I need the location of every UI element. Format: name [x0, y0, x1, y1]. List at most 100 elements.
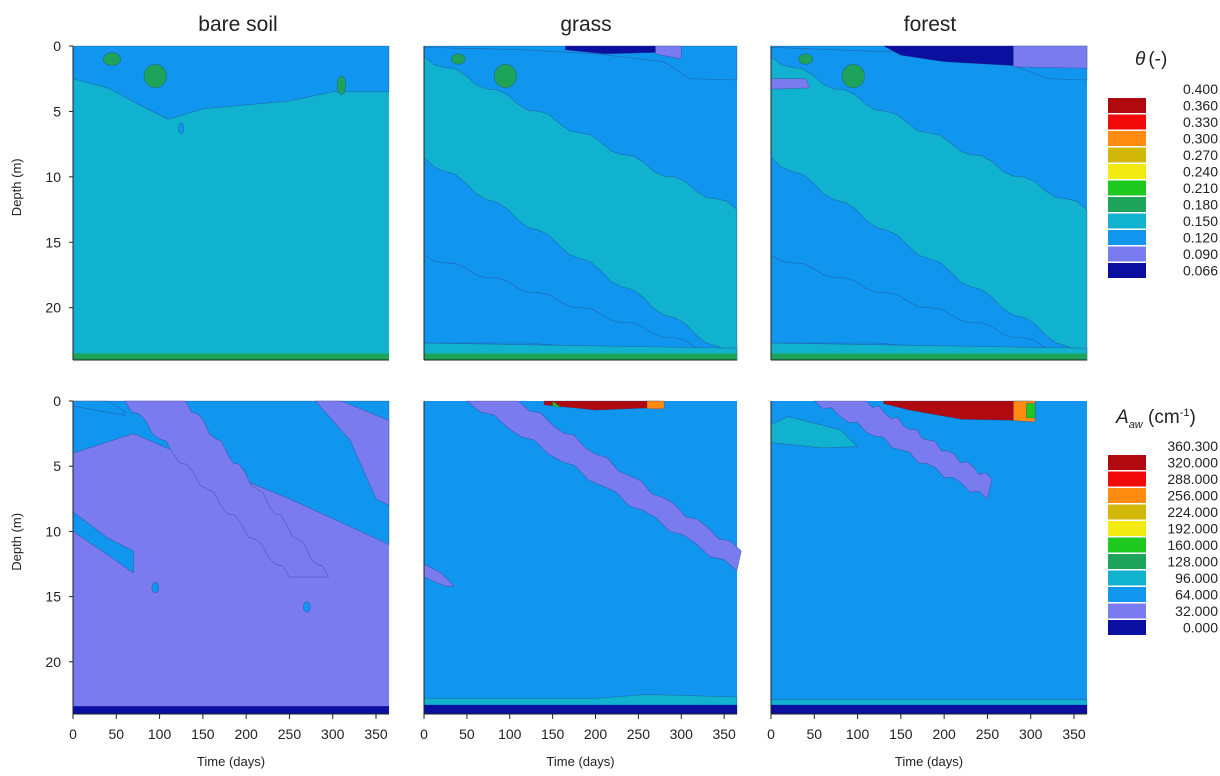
region-288.000: [646, 400, 665, 410]
y-tick-label: 20: [45, 300, 61, 316]
legend-swatch: [1108, 620, 1146, 635]
legend-level-label: 0.150: [1183, 213, 1218, 229]
x-tick-label: 250: [278, 726, 302, 742]
legend-swatch: [1108, 488, 1146, 503]
region-160.000: [1026, 403, 1036, 419]
legend-level-label: 0.180: [1183, 197, 1218, 213]
region-0.090: [770, 78, 811, 90]
legend-swatch: [1108, 587, 1146, 602]
column-title-0: bare soil: [198, 13, 277, 36]
region-0.180: [336, 75, 347, 95]
legend-swatch: [1108, 537, 1146, 553]
x-tick-label: 150: [889, 726, 913, 742]
legend-level-label: 224.000: [1167, 504, 1218, 520]
x-tick-label: 250: [976, 726, 1000, 742]
legend-swatch: [1108, 147, 1146, 163]
legend-swatch: [1108, 114, 1146, 130]
legend-theta: θ (-)0.4000.3600.3300.3000.2700.2400.2100…: [1108, 49, 1218, 279]
y-tick-label: 20: [45, 654, 61, 670]
legend-swatch: [1108, 554, 1146, 569]
legend-swatch: [1108, 197, 1146, 212]
y-tick-label: 15: [45, 589, 61, 605]
panel-theta-bare-soil: 0 5 10 15 20 Depth (m): [9, 38, 390, 361]
y-axis-label: Depth (m): [9, 513, 24, 571]
region-64.000: [151, 581, 160, 594]
region-0.066: [565, 45, 656, 55]
region-0.120: [178, 122, 185, 134]
legend-level-label: 256.000: [1167, 488, 1218, 504]
legend-level-label: 0.210: [1183, 180, 1218, 196]
column-title-2: forest: [904, 13, 957, 36]
legend-level-label: 192.000: [1167, 521, 1218, 537]
legend-level-label: 320.000: [1167, 455, 1218, 471]
region-32.000: [314, 400, 390, 506]
legend-level-label: 0.270: [1183, 147, 1218, 163]
legend-swatch: [1108, 230, 1146, 245]
region-0.180: [451, 53, 466, 65]
legend-swatch: [1108, 246, 1146, 262]
legend-swatch: [1108, 180, 1146, 196]
y-axis-label: Depth (m): [9, 158, 24, 216]
bottom-band: [771, 704, 1087, 714]
region-360.300: [543, 400, 661, 411]
region-0.066: [883, 45, 1014, 66]
y-tick-label: 5: [53, 103, 61, 119]
legend-swatch: [1108, 504, 1146, 520]
x-tick-label: 100: [148, 726, 172, 742]
x-tick-label: 50: [806, 726, 822, 742]
region-0.180: [143, 64, 167, 89]
x-tick-label: 100: [846, 726, 870, 742]
y-tick-label: 5: [53, 458, 61, 474]
x-tick-label: 350: [364, 726, 388, 742]
y-tick-label: 15: [45, 234, 61, 250]
legend-level-label: 0.240: [1183, 164, 1218, 180]
legend-level-label: 288.000: [1167, 471, 1218, 487]
region-0.180: [798, 53, 813, 65]
x-tick-label: 50: [459, 726, 475, 742]
legend-level-label: 0.400: [1183, 81, 1218, 97]
legend-level-label: 64.000: [1175, 587, 1218, 603]
legend-level-label: 0.360: [1183, 98, 1218, 114]
panel-aaw-bare-soil: 0 5 10 15 20 Depth (m) 0 50 100 150 200 250 300 350 Ti…: [9, 393, 390, 769]
y-tick-label: 10: [45, 523, 61, 539]
legend-swatch: [1108, 213, 1146, 229]
legend-level-label: 96.000: [1175, 570, 1218, 586]
legend-level-label: 0.000: [1183, 620, 1218, 636]
legend-swatch: [1108, 471, 1146, 487]
x-axis-label: Time (days): [546, 754, 614, 769]
panels-group: 0 5 10 15 20 Depth (m) 0 5 10 15 20 Depth (m) 0 50 100…: [9, 38, 1088, 769]
legend-swatch: [1108, 521, 1146, 536]
legend-theta-title: θ (-): [1135, 49, 1167, 70]
x-tick-label: 100: [498, 726, 522, 742]
region-0.120: [72, 45, 390, 120]
legend-level-label: 32.000: [1175, 603, 1218, 619]
x-tick-label: 50: [108, 726, 124, 742]
region-32.000: [124, 400, 329, 578]
x-tick-label: 200: [234, 726, 258, 742]
panel-theta-grass: [423, 45, 738, 361]
bottom-band: [424, 353, 737, 360]
legend-aaw: Aaw (cm-1) 360.300320.000288.000256.00022…: [1108, 407, 1218, 636]
x-tick-label: 300: [670, 726, 694, 742]
x-tick-label: 300: [1019, 726, 1043, 742]
region-0.090: [655, 45, 682, 60]
x-tick-label: 0: [420, 726, 428, 742]
legend-level-label: 0.120: [1183, 230, 1218, 246]
legend-level-label: 0.330: [1183, 114, 1218, 130]
legend-level-label: 160.000: [1167, 537, 1218, 553]
x-tick-label: 0: [69, 726, 77, 742]
bottom-band: [73, 706, 389, 714]
bottom-band: [73, 353, 389, 360]
x-tick-label: 250: [627, 726, 651, 742]
region-32.000: [466, 400, 742, 572]
y-tick-label: 0: [53, 393, 61, 409]
column-titles: bare soil grass forest: [198, 13, 956, 36]
panel-aaw-forest: 0 50 100 150 200 250 300 350 Time (days): [767, 400, 1088, 769]
x-axis-label: Time (days): [895, 754, 963, 769]
region-0.180: [103, 52, 121, 66]
y-tick-label: 0: [53, 38, 61, 54]
legend-swatch: [1108, 603, 1146, 619]
panel-aaw-grass: 0 50 100 150 200 250 300 350 Time (days): [420, 400, 742, 769]
legend-aaw-title: Aaw (cm-1): [1115, 407, 1196, 431]
